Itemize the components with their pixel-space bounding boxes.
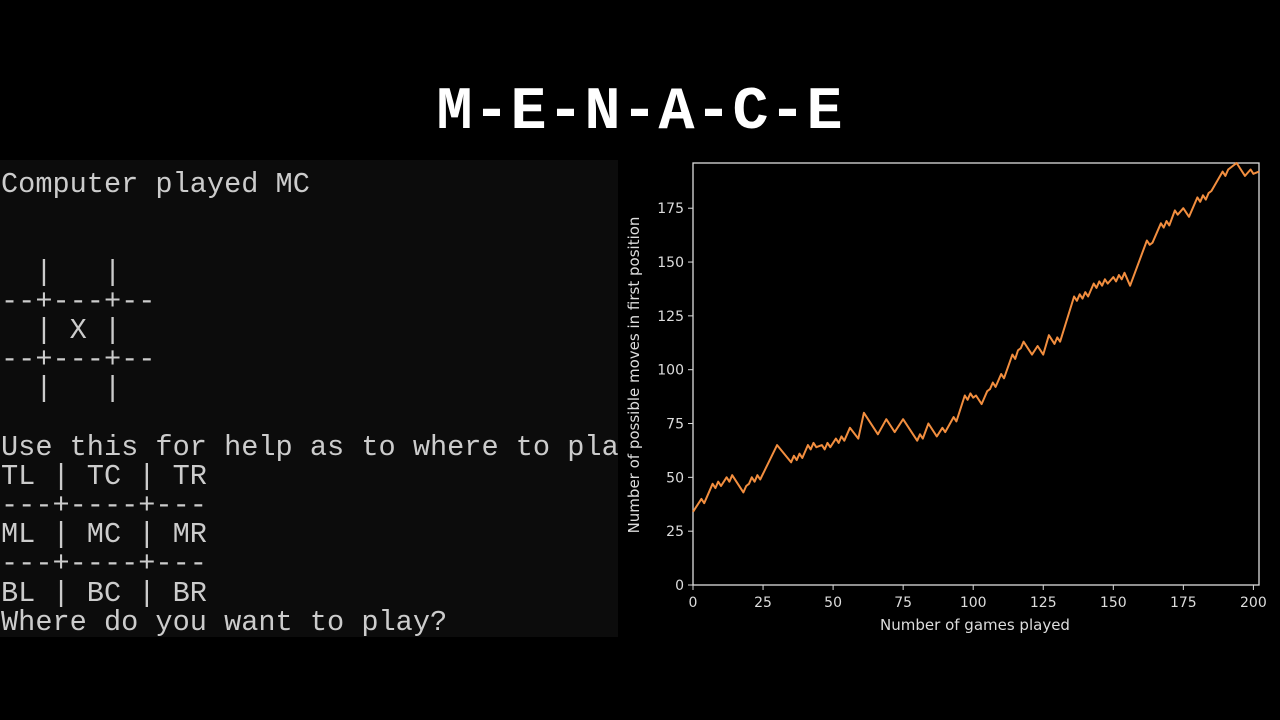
terminal-line: Computer played MC (1, 168, 310, 201)
x-tick-label: 100 (960, 595, 987, 611)
terminal-line: | | (1, 372, 122, 406)
x-tick-label: 25 (754, 595, 772, 611)
slide-title: M-E-N-A-C-E (436, 79, 844, 147)
data-series-line (692, 162, 1260, 513)
y-tick-label: 125 (657, 309, 684, 325)
x-tick-label: 0 (689, 595, 698, 611)
y-tick-label: 50 (666, 470, 684, 486)
terminal-line: --+---+-- (1, 343, 156, 377)
x-tick-label: 200 (1240, 595, 1267, 611)
terminal-line: Use this for help as to where to pla (1, 430, 618, 464)
y-tick-label: 150 (657, 255, 684, 271)
y-tick-label: 75 (666, 417, 684, 433)
x-tick-label: 50 (824, 595, 842, 611)
y-tick-label: 0 (675, 578, 684, 594)
y-tick-label: 25 (666, 524, 684, 540)
y-tick-label: 175 (657, 201, 684, 217)
terminal-line: | X | (1, 313, 122, 347)
terminal-line: --+---+-- (1, 284, 156, 318)
terminal-line: BL | BC | BR (1, 576, 207, 610)
x-tick-label: 175 (1170, 595, 1197, 611)
terminal-line: | | (1, 255, 122, 289)
terminal-window: Computer played MC | | --+---+-- | X | --+… (0, 160, 618, 637)
plot-frame (692, 162, 1260, 586)
terminal-line: Where do you want to play? (1, 605, 448, 637)
x-tick-label: 125 (1030, 595, 1057, 611)
x-axis-label: Number of games played (880, 616, 1070, 634)
terminal-output: Computer played MC | | --+---+-- | X | --+… (0, 160, 618, 637)
x-tick-label: 150 (1100, 595, 1127, 611)
y-axis-label: Number of possible moves in first positi… (625, 217, 643, 534)
x-tick-label: 75 (894, 595, 912, 611)
terminal-line: TL | TC | TR (1, 459, 207, 493)
y-tick-label: 100 (657, 363, 684, 379)
terminal-line: ---+----+--- (1, 547, 207, 581)
terminal-line: ---+----+--- (1, 489, 207, 523)
terminal-line: ML | MC | MR (1, 518, 207, 552)
